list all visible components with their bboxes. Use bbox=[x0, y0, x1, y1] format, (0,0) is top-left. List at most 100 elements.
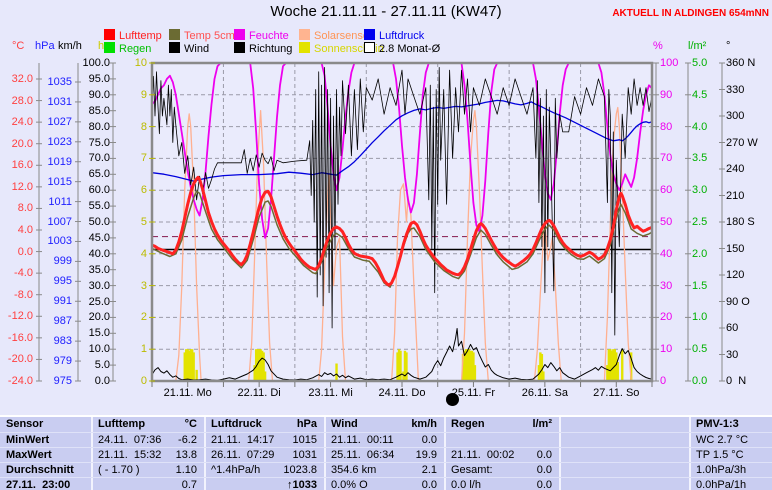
table-cell-text: 21.11. 14:17 bbox=[211, 434, 275, 446]
x-day-label: 27.11. So bbox=[593, 387, 640, 399]
table-column-divider bbox=[559, 417, 561, 490]
legend-label: Feuchte bbox=[249, 30, 289, 42]
legend-label: Luftdruck bbox=[379, 30, 425, 42]
axis-tick-label-wind: 70.0 bbox=[88, 152, 110, 165]
sunshine-bar bbox=[464, 349, 468, 381]
sunshine-bar bbox=[612, 349, 615, 381]
sunshine-bar bbox=[540, 353, 544, 381]
axis-tick-label-humidity: 100 bbox=[660, 57, 679, 69]
sunshine-bar bbox=[609, 349, 612, 381]
table-column-divider bbox=[324, 417, 326, 490]
axis-tick-label-temp: -4.0 bbox=[14, 267, 33, 280]
table-row-label: 27.11. 23:00 bbox=[6, 479, 71, 490]
axis-tick-label-rain: 1.5 bbox=[692, 279, 708, 292]
axis-tick-label-direction: 150 bbox=[726, 242, 745, 255]
axis-tick-label-rain: 4.5 bbox=[692, 88, 708, 101]
x-day-label: 24.11. Do bbox=[378, 387, 426, 399]
axis-tick-label-pressure: 1027 bbox=[47, 115, 72, 128]
axis-unit-label: % bbox=[653, 40, 663, 52]
monat-avg-swatch-icon bbox=[364, 42, 375, 53]
axis-tick-label-humidity: 70 bbox=[660, 152, 673, 165]
table-cell-value: 1.10 bbox=[175, 464, 197, 476]
table-cell-text: 25.11. 06:34 bbox=[331, 449, 395, 461]
temp5cm-swatch-icon bbox=[169, 29, 180, 40]
legend-item-wind: Wind bbox=[169, 42, 209, 55]
weather-chart bbox=[36, 61, 725, 387]
table-cell-text: 0.0 l/h bbox=[451, 479, 481, 490]
table-row-label: Sensor bbox=[6, 418, 44, 430]
sunshine-bar bbox=[403, 350, 407, 381]
axis-tick-label-pressure: 1031 bbox=[47, 95, 72, 108]
axis-tick-label-direction: 30 bbox=[726, 348, 739, 361]
table-row: Sensor Lufttemp °C Luftdruck hPa Wind km/h Rege… bbox=[0, 417, 772, 432]
axis-tick-label-wind: 0.0 bbox=[94, 375, 110, 387]
axis-tick-label-direction: 90 O bbox=[726, 295, 750, 308]
table-cell-value: 1023.8 bbox=[283, 464, 317, 476]
axis-tick-label-wind: 10.0 bbox=[88, 343, 110, 356]
sunshine-bar bbox=[542, 371, 545, 381]
axis-unit-label: h bbox=[98, 40, 105, 52]
axis-tick-label-temp: 12.0 bbox=[11, 180, 33, 193]
axis-tick-label-wind: 80.0 bbox=[88, 120, 110, 133]
legend-item-temp5cm: Temp 5cm bbox=[169, 29, 235, 42]
table-cell-value: 19.9 bbox=[415, 449, 437, 461]
page-title: Woche 21.11.11 - 27.11.11 (KW47) bbox=[270, 3, 502, 20]
legend-label: Regen bbox=[119, 43, 152, 55]
axis-tick-label-wind: 85.0 bbox=[88, 104, 110, 117]
axis-tick-label-temp: -12.0 bbox=[7, 310, 33, 323]
axis-tick-label-direction: 210 bbox=[726, 189, 745, 202]
sunshine-bar bbox=[472, 352, 475, 381]
table-cell-text: 21.11. 00:11 bbox=[331, 434, 394, 446]
table-column-divider bbox=[689, 417, 691, 490]
axis-tick-label-pressure: 995 bbox=[53, 275, 72, 288]
x-day-label: 21.11. Mo bbox=[163, 387, 212, 399]
sunshine-bar bbox=[254, 349, 258, 381]
table-cell-value: 0.0 bbox=[536, 449, 552, 461]
station-banner: AKTUELL IN ALDINGEN 654mNN bbox=[612, 8, 769, 19]
table-row-label: MaxWert bbox=[6, 449, 52, 461]
axis-unit-label: ° bbox=[726, 40, 731, 52]
axis-tick-label-temp: 4.0 bbox=[17, 223, 33, 236]
axis-tick-label-wind: 65.0 bbox=[88, 168, 110, 181]
axis-tick-label-pressure: 987 bbox=[53, 315, 72, 328]
sunshine-bar bbox=[190, 349, 194, 381]
axis-tick-label-sunshine: 3 bbox=[140, 279, 147, 292]
axis-tick-label-temp: -24.0 bbox=[7, 374, 33, 387]
sunshine-bar bbox=[263, 371, 267, 381]
axis-tick-label-sunshine: 9 bbox=[140, 88, 147, 101]
table-cell-text: 354.6 km bbox=[331, 464, 377, 476]
moon-phase-icon bbox=[446, 393, 459, 406]
axis-tick-label-direction: 60 bbox=[726, 322, 739, 334]
table-cell-value: 13.8 bbox=[175, 449, 197, 461]
table-row: MaxWert 21.11. 15:32 13.8 26.11. 07:29 1031 2… bbox=[0, 447, 772, 463]
axis-tick-label-humidity: 80 bbox=[660, 120, 673, 133]
table-cell-text: 0.0% O bbox=[331, 479, 368, 490]
sunshine-bar bbox=[463, 350, 466, 381]
axis-tick-label-direction: 360 N bbox=[726, 57, 756, 69]
moon-core bbox=[446, 393, 451, 406]
sonnenschein-swatch-icon bbox=[299, 42, 310, 53]
axis-tick-label-wind: 95.0 bbox=[88, 72, 110, 85]
axis-tick-label-sunshine: 7 bbox=[140, 152, 147, 165]
table-cell-text: ( - 1.70 ) bbox=[98, 464, 140, 476]
sunshine-bar bbox=[613, 349, 616, 381]
axis-tick-label-sunshine: 6 bbox=[140, 184, 147, 197]
axis-tick-label-rain: 2.0 bbox=[692, 247, 708, 260]
axis-tick-label-humidity: 40 bbox=[660, 247, 673, 260]
table-cell-text: 21.11. 15:32 bbox=[98, 449, 162, 461]
sunshine-bar bbox=[470, 350, 474, 381]
table-row: Durchschnitt ( - 1.70 ) 1.10 ^1.4hPa/h 1023.… bbox=[0, 462, 772, 478]
axis-tick-label-pressure: 975 bbox=[53, 374, 72, 387]
table-cell-value: km/h bbox=[411, 418, 437, 430]
legend-item-feuchte: Feuchte bbox=[234, 29, 289, 42]
legend-item-richtung: Richtung bbox=[234, 42, 292, 55]
sunshine-bar bbox=[469, 350, 472, 381]
table-cell-text: PMV-1:3 bbox=[696, 418, 739, 430]
axis-tick-label-humidity: 50 bbox=[660, 216, 673, 228]
sunshine-bar bbox=[188, 350, 191, 381]
table-cell-text: Luftdruck bbox=[211, 418, 262, 430]
axis-tick-label-sunshine: 10 bbox=[134, 57, 147, 69]
sunshine-bar bbox=[615, 352, 618, 381]
wind-swatch-icon bbox=[169, 42, 180, 53]
table-cell-value: hPa bbox=[296, 418, 317, 430]
